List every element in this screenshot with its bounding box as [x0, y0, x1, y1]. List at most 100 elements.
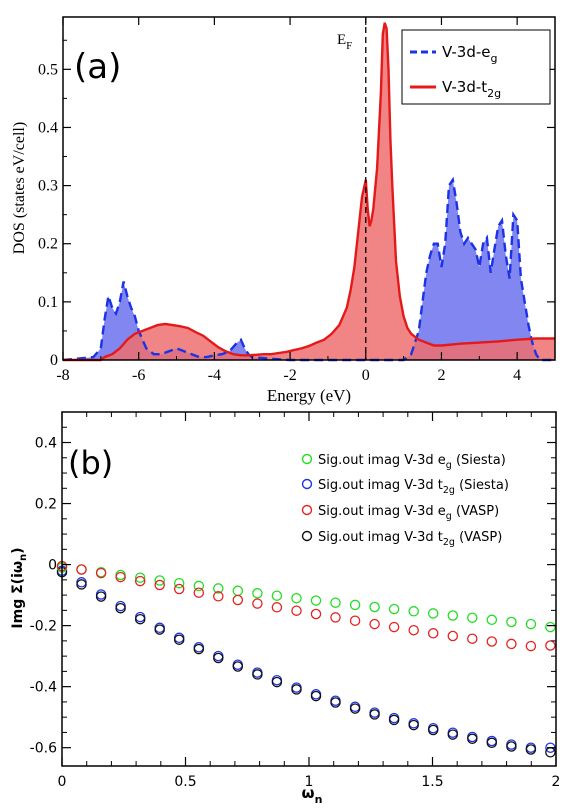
y-tick-label-b: 0.2: [35, 497, 57, 513]
legend-box: [401, 29, 551, 105]
data-point: [252, 669, 263, 680]
data-point: [95, 567, 107, 579]
legend-entry-eg: V-3d-eg: [442, 43, 498, 65]
legend-entry-eg-siesta: Sig.out imag V-3d eg (Siesta): [318, 453, 506, 471]
panel-b: 0 0.5 1 1.5 2 0.4 0.2 0 -0.2 -0.4 -0.6 (b) Sig.out…: [10, 411, 560, 806]
panel-a-ylabel: DOS (states eV/cell): [11, 122, 28, 254]
legend-marker-t2g-siesta: [301, 478, 313, 490]
data-point: [193, 587, 205, 598]
data-point: [330, 597, 341, 608]
data-point: [349, 599, 361, 611]
data-point: [427, 724, 439, 736]
data-point: [154, 575, 165, 586]
data-point: [427, 628, 439, 639]
panel-b-legend: Sig.out imag V-3d eg (Siesta) Sig.out im…: [301, 453, 509, 548]
legend-entry-t2g-siesta: Sig.out imag V-3d t2g (Siesta): [318, 478, 509, 496]
data-point: [408, 624, 419, 636]
data-point: [271, 590, 283, 601]
dos-fill-eg: [63, 179, 555, 360]
data-point: [369, 618, 380, 630]
data-point: [173, 577, 185, 589]
data-point: [545, 640, 556, 651]
data-point: [252, 598, 263, 609]
x-tick-label-a: -8: [56, 367, 69, 384]
data-point: [173, 583, 185, 595]
x-tick-label-b: 0.5: [174, 774, 196, 790]
data-point: [232, 661, 244, 672]
data-point: [154, 579, 165, 591]
data-point: [134, 572, 146, 583]
data-point: [291, 684, 302, 695]
data-point: [427, 608, 439, 619]
data-point: [134, 575, 146, 587]
data-point: [467, 633, 478, 644]
dos-lines: [62, 22, 555, 362]
data-point: [486, 614, 498, 626]
panel-a-xlabel: Energy (eV): [267, 386, 351, 405]
legend-entry-t2g-vasp: Sig.out imag V-3d t2g (VASP): [318, 530, 502, 548]
data-point: [349, 615, 361, 626]
y-tick-label-b: 0.4: [35, 436, 57, 452]
data-point: [525, 618, 537, 630]
dos-line-t2g: [63, 22, 555, 362]
data-point: [486, 636, 498, 647]
data-point: [271, 602, 283, 613]
data-point: [408, 719, 419, 731]
data-point: [252, 588, 263, 599]
panel-b-label: (b): [68, 444, 113, 482]
data-point: [310, 690, 322, 702]
data-point: [310, 595, 322, 606]
data-point: [506, 741, 517, 752]
x-tick-label-a: 2: [437, 367, 445, 384]
y-tick-label-a: 0: [50, 352, 58, 369]
data-point: [193, 643, 205, 655]
data-point: [447, 610, 459, 621]
legend-entry-eg-vasp: Sig.out imag V-3d eg (VASP): [318, 504, 499, 522]
x-tick-label-a: -2: [283, 367, 296, 384]
data-point: [388, 714, 400, 726]
panel-b-ylabel: Img Σ(iωn): [10, 547, 29, 628]
data-point: [213, 652, 224, 664]
y-tick-label-a: 0.5: [38, 61, 58, 78]
data-point: [506, 638, 517, 650]
data-point: [330, 612, 341, 623]
data-point: [213, 591, 224, 602]
data-point: [95, 589, 107, 600]
panel-b-frame: [61, 411, 557, 767]
data-point: [369, 601, 380, 613]
data-point: [545, 621, 556, 633]
panel-a-legend: V-3d-eg V-3d-t2g: [401, 29, 551, 105]
data-point: [193, 580, 205, 592]
data-point: [134, 611, 146, 623]
panel-b-ticks: 0 0.5 1 1.5 2 0.4 0.2 0 -0.2 -0.4 -0.6: [30, 412, 560, 790]
y-tick-label-b: -0.2: [30, 619, 57, 635]
legend-marker-eg-siesta: [301, 453, 313, 465]
data-point: [115, 602, 126, 614]
data-point: [95, 591, 107, 602]
x-tick-label-a: 4: [513, 367, 521, 384]
panel-a: -8 -6 -4 -2 0 2 4 0 0.1 0.2 0.3 0.4 0.5 (a) EF V-3d-…: [11, 16, 556, 405]
data-point: [115, 571, 126, 583]
dos-fills: [63, 22, 555, 361]
data-point: [291, 592, 302, 604]
data-point: [388, 621, 400, 633]
y-tick-label-a: 0.3: [38, 178, 58, 195]
data-point: [115, 600, 126, 612]
data-point: [388, 603, 400, 615]
data-point: [310, 608, 322, 620]
x-tick-label-a: -6: [132, 367, 145, 384]
data-point: [76, 577, 87, 588]
self-energy-points: [56, 560, 556, 758]
data-point: [232, 585, 244, 597]
data-point: [525, 744, 537, 755]
data-point: [447, 729, 459, 740]
data-point: [115, 569, 126, 581]
data-point: [467, 612, 478, 623]
y-tick-label-b: 0: [48, 558, 57, 574]
data-point: [506, 616, 517, 628]
legend-marker-t2g-vasp: [301, 530, 313, 542]
panel-a-ticks: -8 -6 -4 -2 0 2 4 0 0.1 0.2 0.3 0.4 0.5: [38, 17, 555, 384]
data-point: [76, 564, 87, 575]
y-tick-label-a: 0.2: [38, 236, 58, 253]
